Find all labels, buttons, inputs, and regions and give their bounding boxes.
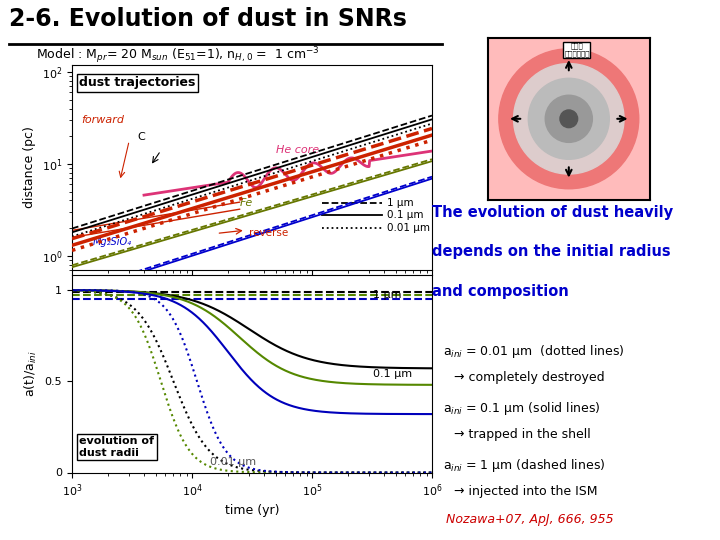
Text: forward: forward bbox=[81, 115, 125, 125]
Text: evolution of
dust radii: evolution of dust radii bbox=[79, 436, 154, 458]
Text: 1 μm: 1 μm bbox=[387, 198, 413, 207]
Text: Mg₂SiO₄: Mg₂SiO₄ bbox=[93, 237, 132, 247]
Text: Fe: Fe bbox=[240, 198, 253, 208]
Text: 1 μm: 1 μm bbox=[373, 291, 401, 300]
Text: reverse: reverse bbox=[249, 228, 289, 239]
Text: a$_{ini}$ = 0.1 μm (solid lines): a$_{ini}$ = 0.1 μm (solid lines) bbox=[443, 400, 600, 417]
Text: dust trajectories: dust trajectories bbox=[79, 76, 196, 89]
Text: 0.01 μm: 0.01 μm bbox=[210, 456, 256, 467]
Text: The evolution of dust heavily: The evolution of dust heavily bbox=[432, 205, 673, 220]
Text: Model : M$_{pr}$= 20 M$_{sun}$ (E$_{51}$=1), n$_{H,0}$ =  1 cm$^{-3}$: Model : M$_{pr}$= 20 M$_{sun}$ (E$_{51}$… bbox=[36, 45, 320, 66]
Text: 0.1 μm: 0.1 μm bbox=[387, 210, 423, 220]
Text: a$_{ini}$ = 0.01 μm  (dotted lines): a$_{ini}$ = 0.01 μm (dotted lines) bbox=[443, 343, 625, 360]
Circle shape bbox=[545, 95, 593, 143]
Text: → completely destroyed: → completely destroyed bbox=[454, 372, 605, 384]
Y-axis label: distance (pc): distance (pc) bbox=[23, 126, 36, 208]
Text: C: C bbox=[138, 132, 145, 143]
Text: Nozawa+07, ApJ, 666, 955: Nozawa+07, ApJ, 666, 955 bbox=[446, 514, 614, 526]
Circle shape bbox=[528, 78, 609, 159]
Text: a$_{ini}$ = 1 μm (dashed lines): a$_{ini}$ = 1 μm (dashed lines) bbox=[443, 457, 606, 474]
Text: 0.01 μm: 0.01 μm bbox=[387, 223, 430, 233]
Text: → trapped in the shell: → trapped in the shell bbox=[454, 428, 591, 441]
Text: 2-6. Evolution of dust in SNRs: 2-6. Evolution of dust in SNRs bbox=[9, 7, 407, 31]
Text: and composition: and composition bbox=[432, 284, 569, 299]
Text: → injected into the ISM: → injected into the ISM bbox=[454, 485, 598, 498]
Circle shape bbox=[560, 110, 577, 127]
Circle shape bbox=[513, 64, 624, 174]
X-axis label: time (yr): time (yr) bbox=[225, 504, 279, 517]
Circle shape bbox=[499, 49, 639, 189]
Text: 0.1 μm: 0.1 μm bbox=[373, 369, 412, 379]
Text: 爆発後
数百～数千年: 爆発後 数百～数千年 bbox=[564, 43, 590, 57]
Text: depends on the initial radius: depends on the initial radius bbox=[432, 245, 670, 259]
Y-axis label: a(t)/a$_{ini}$: a(t)/a$_{ini}$ bbox=[23, 350, 39, 397]
Text: He core: He core bbox=[276, 145, 319, 156]
